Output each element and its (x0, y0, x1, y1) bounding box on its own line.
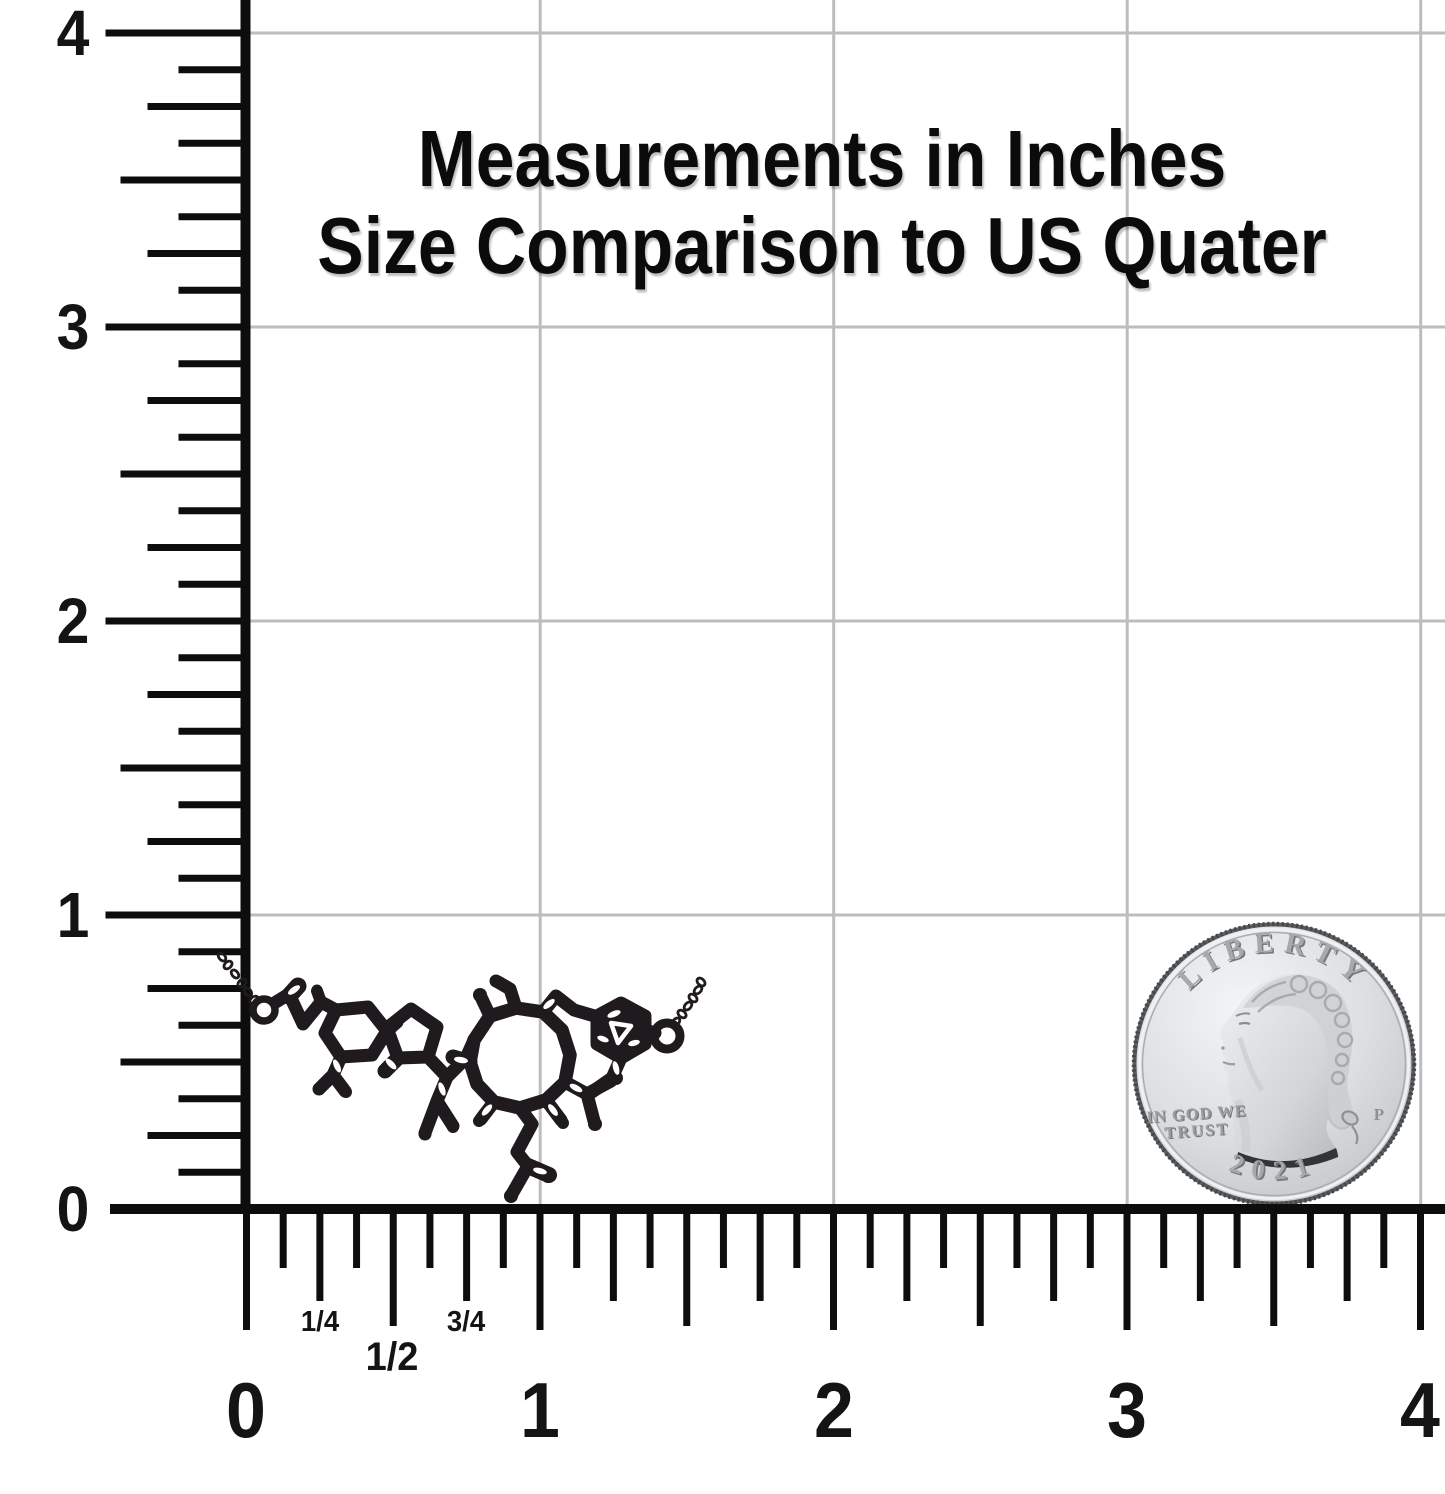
jump-ring-left (249, 995, 279, 1025)
left-ruler-label-0: 0 (56, 1173, 90, 1245)
bond-slot (543, 998, 555, 1010)
coin-motto-line2-shadow: TRUST (1165, 1120, 1231, 1143)
bond-slot (612, 1061, 620, 1075)
bottom-ruler-label-0: 0 (226, 1366, 266, 1454)
double-bond-slots (288, 985, 620, 1175)
atom-knob (557, 1117, 569, 1129)
fraction-label-quarter: 1/4 (300, 1306, 340, 1338)
bottom-ruler-label-4: 4 (1400, 1366, 1440, 1454)
washington-portrait (1219, 974, 1359, 1168)
left-ruler-ticks (105, 29, 246, 1176)
bond-slot (481, 1104, 493, 1116)
bust-shadow (1237, 1148, 1338, 1168)
coin-rim-highlight (1138, 928, 1410, 1200)
atom-knob (473, 988, 487, 1002)
chain-link (222, 959, 234, 971)
pentagon-ring (380, 1002, 444, 1065)
chain-link (229, 968, 241, 980)
atom-knob (489, 974, 503, 988)
chain-link (676, 1008, 688, 1020)
fraction-label-half: 1/2 (365, 1335, 419, 1379)
atom-knob (588, 1117, 602, 1131)
atom-knob (473, 1115, 485, 1127)
coin-mint-mark: P (1374, 1105, 1384, 1124)
bottom-ruler-label-3: 3 (1107, 1366, 1147, 1454)
atom-knob (447, 1121, 459, 1133)
atom-knob (311, 984, 323, 996)
face-details (1221, 1012, 1265, 1153)
atom-knobs (311, 974, 623, 1203)
molecule-pendant (216, 951, 707, 1203)
fraction-label-three-quarter: 3/4 (446, 1306, 486, 1338)
left-ruler-label-3: 3 (56, 291, 90, 363)
left-ruler-label-4: 4 (56, 0, 90, 69)
bond-slot (385, 1058, 397, 1070)
hexagon-ring-left (318, 1000, 394, 1064)
coin-motto-line2: TRUST (1164, 1119, 1230, 1142)
bond-slot (548, 1104, 558, 1116)
atom-knob (340, 1086, 352, 1098)
left-ruler-label-1: 1 (56, 879, 90, 951)
chain-link (682, 1000, 694, 1012)
us-quarter-coin: LIBERTY 2021 LIBERTY 2021 IN GOD WE IN G… (1131, 921, 1417, 1207)
atom-knob (418, 1127, 432, 1141)
atom-knob (313, 1083, 325, 1095)
bottom-ruler-label-1: 1 (520, 1366, 560, 1454)
bottom-ruler-label-2: 2 (814, 1366, 854, 1454)
chain-link (236, 977, 248, 989)
jump-ring-right (649, 1018, 685, 1054)
bottom-ruler-ticks (243, 1209, 1424, 1330)
left-ruler-label-2: 2 (56, 585, 90, 657)
bond-slot (438, 1082, 446, 1096)
chain-link (242, 986, 254, 998)
ruler-axes (110, 0, 1445, 1214)
chain-link (670, 1016, 682, 1028)
bond-slot (288, 985, 300, 995)
coin-reeding (1131, 921, 1417, 1207)
bond-slot (332, 1059, 342, 1073)
coin-rim (1141, 931, 1407, 1197)
chain-link (695, 976, 707, 988)
gridlines (245, 0, 1445, 1209)
bond-slot (454, 1056, 468, 1064)
title-line-2: Size Comparison to US Quater (317, 201, 1327, 290)
title-line-1: Measurements in Inches (417, 114, 1227, 203)
benzene-ring (590, 996, 652, 1065)
atom-knob (504, 1189, 518, 1203)
atom-knob (378, 1066, 390, 1078)
ponytail-bow (1341, 1110, 1359, 1145)
macrocycle-ring (463, 1001, 577, 1115)
chain-link (687, 992, 699, 1004)
necklace-chain-right (670, 976, 707, 1028)
chain-link (216, 951, 228, 963)
hair-curls (1251, 974, 1354, 1086)
necklace-chain-left (216, 951, 260, 1006)
bond-slot (569, 1083, 583, 1093)
bond-slot (533, 1167, 547, 1175)
atom-knob (609, 1071, 623, 1085)
